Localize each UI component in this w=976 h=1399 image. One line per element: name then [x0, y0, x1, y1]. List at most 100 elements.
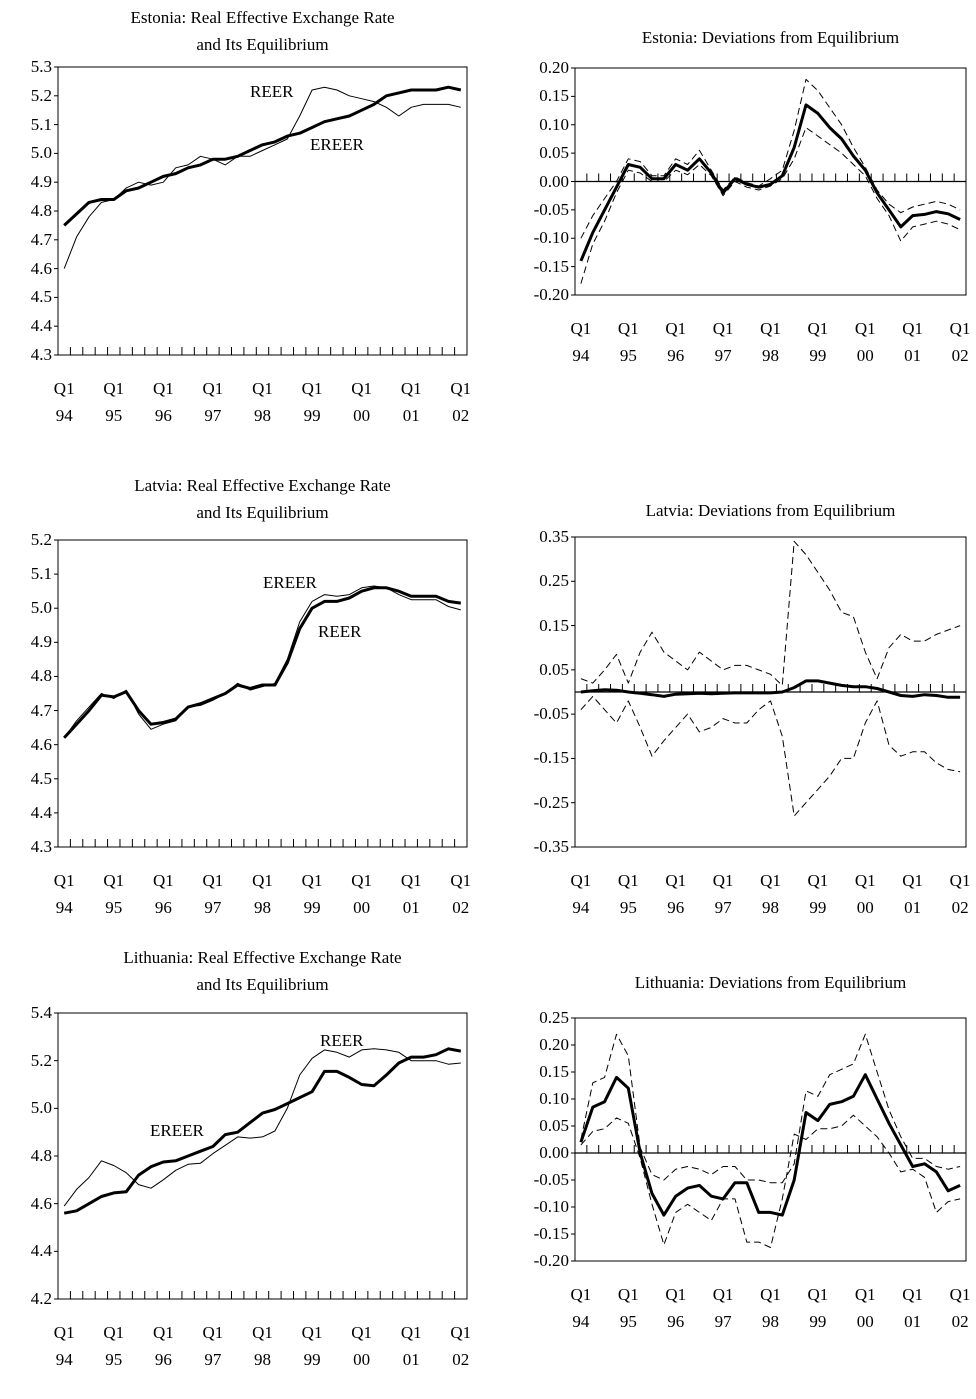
series-line — [580, 695, 961, 817]
y-tick-label: 0.35 — [539, 527, 569, 546]
y-tick-label: 0.00 — [539, 171, 569, 191]
chart-title: Lithuania: Deviations from Equilibrium — [634, 973, 907, 992]
series-label: REER — [320, 1031, 364, 1050]
x-tick-label: Q1 00 — [351, 379, 373, 425]
series-label: EREER — [150, 1121, 204, 1140]
y-tick-label: 0.15 — [539, 86, 569, 106]
y-tick-label: 5.3 — [30, 57, 52, 76]
y-tick-label: -0.05 — [533, 704, 569, 724]
y-tick-label: 0.00 — [539, 1143, 569, 1162]
y-tick-label: 0.10 — [539, 1089, 569, 1108]
chart-title: Latvia: Real Effective Exchange Rate and… — [134, 476, 391, 522]
y-tick-label: 0.05 — [539, 659, 569, 679]
series-line — [63, 86, 461, 269]
series-line — [580, 540, 961, 686]
y-tick-label: 4.8 — [30, 201, 52, 220]
x-tick-label: Q1 01 — [400, 871, 422, 917]
y-tick-label: -0.15 — [533, 1224, 569, 1243]
x-tick-label: Q1 97 — [712, 871, 734, 917]
y-tick-label: 0.20 — [539, 58, 569, 77]
series-line — [580, 1033, 961, 1184]
y-tick-label: 4.6 — [30, 258, 52, 278]
x-tick-label: Q1 94 — [53, 1323, 75, 1369]
x-tick-label: Q1 96 — [665, 319, 687, 365]
plot-frame — [57, 66, 468, 356]
x-tick-label: Q1 94 — [570, 319, 592, 365]
y-tick-label: 5.0 — [30, 1098, 52, 1118]
y-tick-label: 0.05 — [539, 1116, 569, 1135]
y-tick-label: -0.10 — [533, 228, 569, 248]
chart-title: Estonia: Deviations from Equilibrium — [641, 28, 900, 47]
y-tick-label: -0.25 — [533, 792, 569, 812]
plot-frame — [57, 1012, 468, 1300]
y-tick-label: 4.7 — [30, 229, 52, 249]
x-tick-label: Q1 97 — [202, 1323, 224, 1369]
series-label: REER — [318, 622, 362, 641]
series-line — [63, 85, 462, 227]
y-tick-label: 4.2 — [30, 1289, 52, 1308]
x-tick-label: Q1 02 — [450, 1323, 472, 1369]
x-tick-label: Q1 02 — [450, 379, 472, 425]
x-tick-label: Q1 97 — [712, 1285, 734, 1331]
x-tick-label: Q1 94 — [53, 871, 75, 917]
x-tick-label: Q1 96 — [152, 379, 174, 425]
y-tick-label: 4.3 — [30, 345, 52, 364]
y-tick-label: 0.10 — [539, 114, 569, 134]
x-tick-label: Q1 94 — [53, 379, 75, 425]
x-tick-label: Q1 96 — [665, 1285, 687, 1331]
x-tick-label: Q1 95 — [103, 379, 125, 425]
plot-frame — [57, 539, 468, 848]
x-tick-label: Q1 95 — [617, 1285, 639, 1331]
x-tick-label: Q1 01 — [902, 871, 924, 917]
x-tick-label: Q1 98 — [252, 1323, 273, 1369]
x-tick-label: Q1 95 — [617, 871, 639, 917]
x-tick-label: Q1 99 — [301, 379, 323, 425]
y-tick-label: -0.35 — [533, 837, 569, 856]
y-tick-label: 5.2 — [30, 1050, 52, 1070]
y-tick-label: 4.6 — [30, 1193, 52, 1213]
series-line — [580, 127, 961, 284]
x-tick-label: Q1 99 — [807, 1285, 829, 1331]
x-tick-label: Q1 96 — [152, 871, 174, 917]
series-label: REER — [250, 82, 294, 101]
chart-title: Lithuania: Real Effective Exchange Rate … — [123, 948, 402, 994]
x-tick-label: Q1 95 — [617, 319, 639, 365]
y-tick-label: 4.3 — [30, 837, 52, 856]
x-tick-label: Q1 98 — [760, 1285, 781, 1331]
y-tick-label: 4.9 — [30, 172, 52, 192]
y-tick-label: -0.10 — [533, 1197, 569, 1216]
y-tick-label: 0.20 — [539, 1035, 569, 1054]
y-tick-label: 0.25 — [539, 1008, 569, 1027]
x-tick-label: Q1 00 — [854, 1285, 876, 1331]
series-label: EREER — [263, 573, 317, 592]
y-tick-label: 0.25 — [539, 571, 569, 591]
x-tick-label: Q1 01 — [400, 379, 422, 425]
y-tick-label: 5.2 — [30, 85, 52, 105]
x-tick-label: Q1 97 — [202, 379, 224, 425]
x-tick-label: Q1 99 — [807, 319, 829, 365]
x-tick-label: Q1 99 — [301, 871, 323, 917]
x-tick-label: Q1 99 — [807, 871, 829, 917]
y-tick-label: 5.0 — [30, 143, 52, 163]
y-tick-label: 4.8 — [30, 1146, 52, 1165]
y-tick-label: 5.4 — [30, 1003, 52, 1022]
chart-title: Latvia: Deviations from Equilibrium — [645, 501, 896, 520]
x-tick-label: Q1 00 — [351, 871, 373, 917]
series-line — [580, 679, 961, 699]
x-tick-label: Q1 02 — [949, 319, 971, 365]
x-tick-label: Q1 98 — [252, 871, 273, 917]
x-tick-label: Q1 02 — [949, 871, 971, 917]
x-tick-label: Q1 99 — [301, 1323, 323, 1369]
y-tick-label: 5.0 — [30, 598, 52, 618]
series-line — [580, 78, 961, 239]
y-tick-label: 4.5 — [30, 287, 52, 307]
y-tick-label: 4.7 — [30, 700, 52, 720]
y-tick-label: 4.4 — [30, 316, 52, 336]
plot-frame — [574, 1017, 967, 1262]
y-tick-label: 5.2 — [30, 530, 52, 549]
y-tick-label: 0.15 — [539, 615, 569, 635]
series-line — [579, 103, 961, 262]
y-tick-label: 5.1 — [30, 114, 52, 134]
